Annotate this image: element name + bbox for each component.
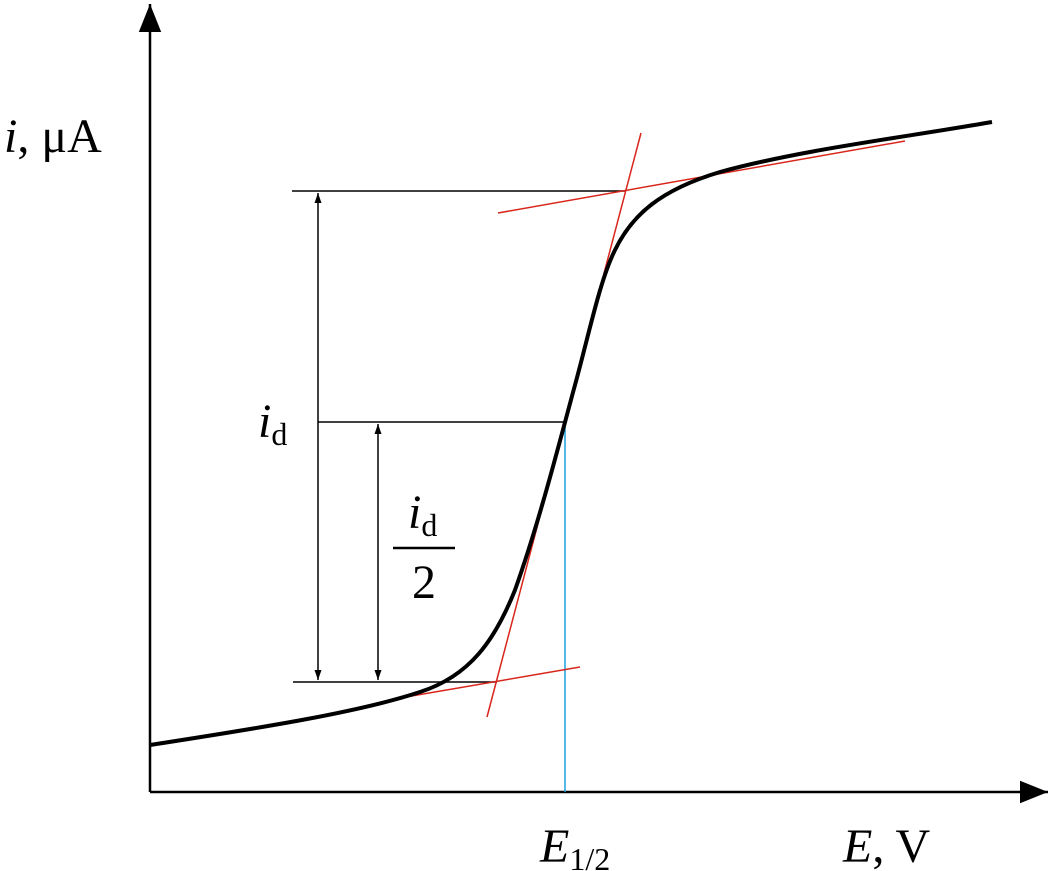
tangent [399,666,581,699]
text-part: i [4,110,17,163]
x-axis-label: E, V [842,820,930,871]
id-label: id [258,395,287,452]
text-part: i [408,486,421,539]
text-part: 1/2 [569,841,610,871]
text-part: , μA [17,110,102,163]
y-axis-label: i, μA [4,110,102,163]
polarogram-curve [149,120,993,747]
text-part: d [421,507,437,543]
half-id-numerator: id [408,486,437,543]
text-part: , V [872,820,930,871]
half-wave-label: E1/2 [539,820,610,871]
text-part: d [271,416,287,452]
text-part: E [539,820,569,871]
text-part: E [842,820,872,871]
half-id-denominator: 2 [412,556,436,609]
text-part: i [258,395,271,448]
